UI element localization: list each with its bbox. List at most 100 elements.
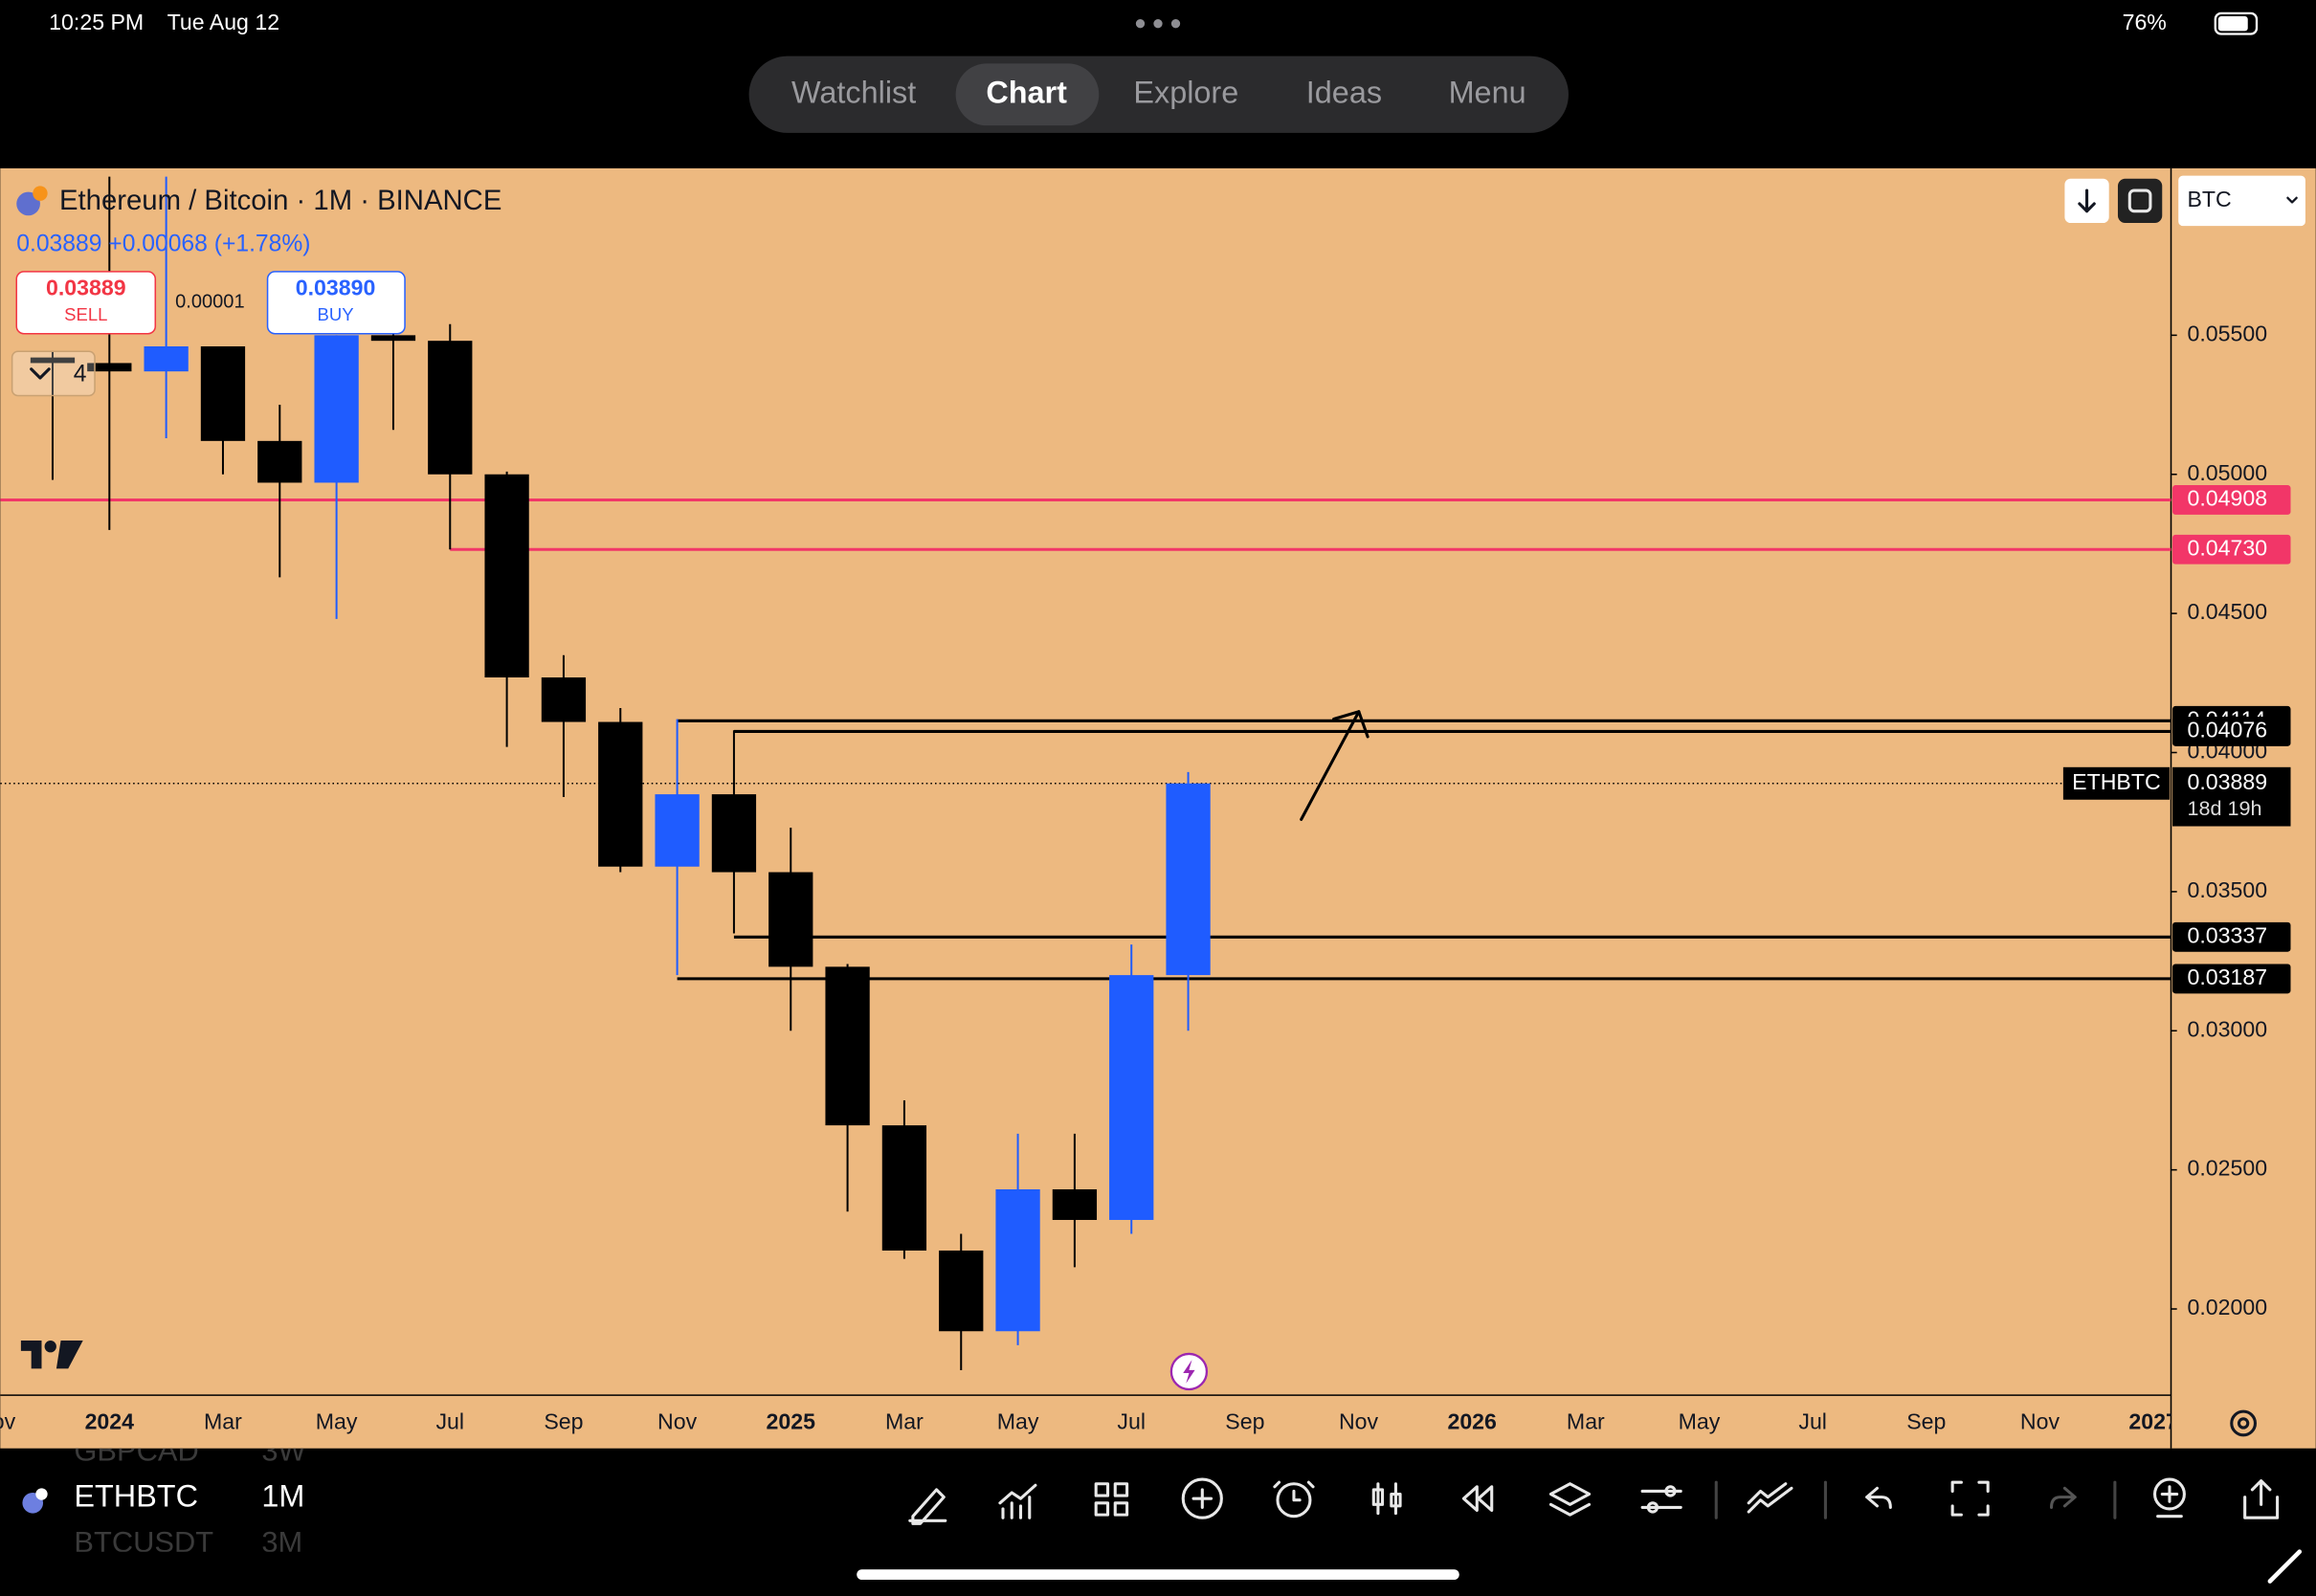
last-price-name: ETHBTC (2072, 769, 2161, 794)
y-tick-label: 0.05500 (2187, 321, 2267, 345)
candle-body (541, 676, 587, 722)
candle-body (655, 794, 700, 867)
currency-select[interactable] (2178, 175, 2305, 227)
level-label: 0.04730 (2187, 535, 2267, 560)
y-tick-label: 0.02500 (2187, 1156, 2267, 1181)
toggle-button[interactable] (2117, 178, 2163, 223)
tool-layers[interactable] (1548, 1482, 1592, 1517)
candle-body (995, 1188, 1040, 1332)
currency-label: BTC (2187, 187, 2231, 211)
nav-tab[interactable]: Watchlist (791, 75, 916, 109)
tool-compare[interactable] (1747, 1482, 1793, 1514)
events-icon (1183, 1360, 1195, 1384)
chart-title: Ethereum / Bitcoin · 1M · BINANCE (59, 185, 501, 216)
nav-active (955, 63, 1100, 126)
x-tick-label: Mar (204, 1409, 242, 1434)
x-tick-label: Jul (1117, 1409, 1146, 1434)
last-price-countdown: 18d 19h (2187, 796, 2261, 820)
levels (0, 498, 2171, 981)
level-label-box (2172, 921, 2291, 952)
candle-body (30, 357, 76, 364)
candle-body (484, 474, 529, 677)
nav-tab[interactable]: Explore (1133, 75, 1238, 109)
y-tick-label: 0.04500 (2187, 599, 2267, 624)
candle-body (314, 335, 359, 483)
tool-draw[interactable] (908, 1488, 947, 1525)
bar-symbol-icon-2 (35, 1488, 48, 1500)
level-label-box (2172, 716, 2291, 746)
x-tick-label: Nov (657, 1409, 698, 1434)
symbol-picker: GBPCAD 3W BTCUSDT 3M (74, 1433, 306, 1559)
candle-body (825, 966, 870, 1126)
x-tick-label: May (997, 1409, 1039, 1434)
bar-symbol[interactable]: ETHBTC (74, 1479, 198, 1514)
separators (1714, 1480, 2117, 1519)
time-axis: Nov 2024 Mar May Jul Sep Nov 2025 Mar May Jul Sep No… (0, 1409, 2171, 1434)
tool-add[interactable] (1181, 1477, 1223, 1519)
tool-candles[interactable] (1371, 1482, 1402, 1516)
prev-interval: 3W (261, 1433, 306, 1467)
last-price-value: 0.03889 (2187, 769, 2267, 794)
nav-bar (748, 55, 1569, 133)
battery-level (2217, 15, 2248, 32)
candle-body (1052, 1188, 1098, 1220)
select-chevron (2286, 196, 2298, 204)
x-tick-label: 2025 (767, 1409, 816, 1434)
next-symbol: BTCUSDT (74, 1525, 213, 1559)
status-date: Tue Aug 12 (167, 10, 279, 34)
drawing-arrow (1300, 710, 1370, 821)
nav-tabs: Watchlist Chart Explore Ideas Menu (791, 75, 1526, 109)
level-labels: 0.049080.047300.041140.040760.033370.031… (2062, 485, 2291, 994)
home-indicator (857, 1569, 1459, 1581)
toggle-icon (2127, 188, 2152, 213)
buy-button[interactable] (266, 271, 406, 335)
last-price-name-box (2062, 766, 2170, 800)
candle-body (1166, 783, 1211, 976)
logo (20, 1341, 83, 1369)
candle-body (144, 345, 189, 372)
tool-undo[interactable] (1865, 1486, 1892, 1509)
tool-fullscreen[interactable] (1950, 1480, 1990, 1517)
sell-price: 0.03889 (46, 276, 126, 300)
nav-tab[interactable]: Menu (1449, 75, 1526, 109)
symbol-icon-btc (33, 186, 48, 201)
nav-tab[interactable]: Ideas (1306, 75, 1382, 109)
candle-body (87, 363, 132, 372)
x-tick-label: Mar (885, 1409, 924, 1434)
y-tick-label: 0.05000 (2187, 460, 2267, 485)
tool-redo[interactable] (2049, 1486, 2077, 1509)
buy-label: BUY (318, 304, 354, 324)
indicator-toggle[interactable] (11, 350, 96, 397)
y-tick-label: 0.03000 (2187, 1016, 2267, 1041)
candle-body (1109, 975, 1154, 1220)
candle-body (598, 721, 643, 867)
tool-snapshot[interactable] (2152, 1477, 2186, 1511)
indicator-count: 4 (74, 361, 87, 387)
tool-layouts[interactable] (1094, 1482, 1129, 1517)
chevron (30, 367, 51, 380)
x-tick-label: 2024 (85, 1409, 135, 1434)
tool-share[interactable] (2243, 1479, 2280, 1519)
x-tick-label: Sep (1906, 1409, 1946, 1434)
sell-button[interactable] (15, 271, 157, 335)
y-tick-label: 0.03500 (2187, 877, 2267, 902)
candle-body (939, 1250, 984, 1332)
candle-body (257, 440, 302, 483)
nav-tab[interactable]: Chart (986, 75, 1067, 109)
tool-replay[interactable] (1461, 1485, 1494, 1513)
status-battery: 76% (2123, 10, 2167, 34)
x-tick-label: May (316, 1409, 358, 1434)
tool-indicators[interactable] (998, 1483, 1037, 1519)
candle-body (768, 872, 813, 967)
level-label-box (2172, 485, 2291, 515)
tool-alert[interactable] (1276, 1482, 1312, 1518)
level-label: 0.04908 (2187, 486, 2267, 511)
next-interval: 3M (261, 1525, 302, 1559)
x-tick-label: Nov (0, 1409, 16, 1434)
settings-button[interactable] (2230, 1409, 2258, 1437)
candle-body (370, 335, 416, 342)
prev-symbol: GBPCAD (74, 1433, 198, 1467)
x-tick-label: Jul (435, 1409, 464, 1434)
bar-interval[interactable]: 1M (261, 1479, 304, 1514)
